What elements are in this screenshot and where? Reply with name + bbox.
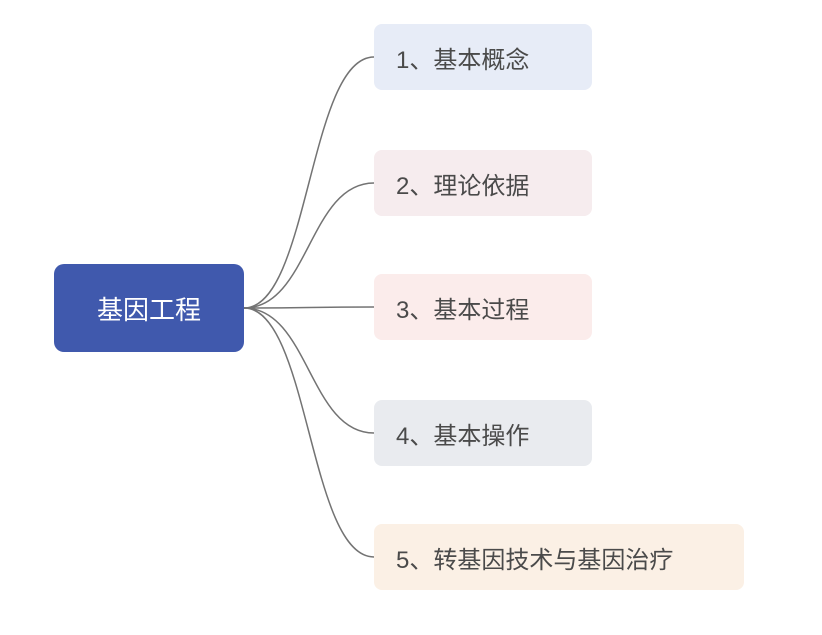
child-label-5: 5、转基因技术与基因治疗 (396, 540, 673, 575)
child-node-3: 3、基本过程 (374, 274, 592, 340)
connector-1 (244, 57, 374, 308)
child-node-1: 1、基本概念 (374, 24, 592, 90)
child-node-5: 5、转基因技术与基因治疗 (374, 524, 744, 590)
connector-5 (244, 308, 374, 557)
child-label-2: 2、理论依据 (396, 166, 529, 201)
child-label-1: 1、基本概念 (396, 40, 529, 75)
child-label-4: 4、基本操作 (396, 416, 529, 451)
root-node: 基因工程 (54, 264, 244, 352)
child-node-4: 4、基本操作 (374, 400, 592, 466)
child-node-2: 2、理论依据 (374, 150, 592, 216)
connector-4 (244, 308, 374, 433)
root-label: 基因工程 (97, 290, 201, 327)
connector-2 (244, 183, 374, 308)
connector-3 (244, 307, 374, 308)
mindmap-canvas: 基因工程 1、基本概念 2、理论依据 3、基本过程 4、基本操作 5、转基因技术与基因治疗 (0, 0, 822, 635)
child-label-3: 3、基本过程 (396, 290, 529, 325)
